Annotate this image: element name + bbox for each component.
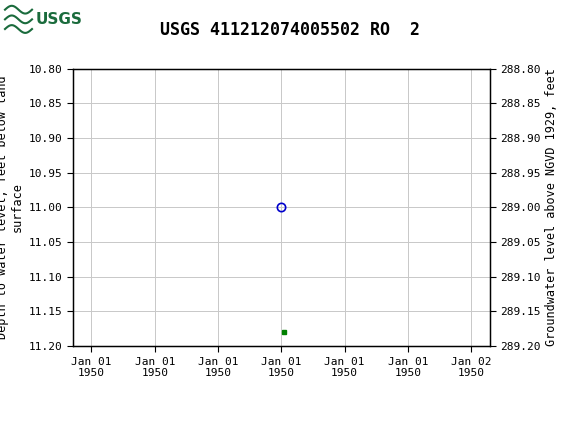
Y-axis label: Groundwater level above NGVD 1929, feet: Groundwater level above NGVD 1929, feet [545, 68, 558, 347]
Y-axis label: Depth to water level, feet below land
surface: Depth to water level, feet below land su… [0, 76, 24, 339]
FancyBboxPatch shape [4, 3, 62, 36]
Text: USGS 411212074005502 RO  2: USGS 411212074005502 RO 2 [160, 21, 420, 39]
Text: USGS: USGS [36, 12, 83, 27]
